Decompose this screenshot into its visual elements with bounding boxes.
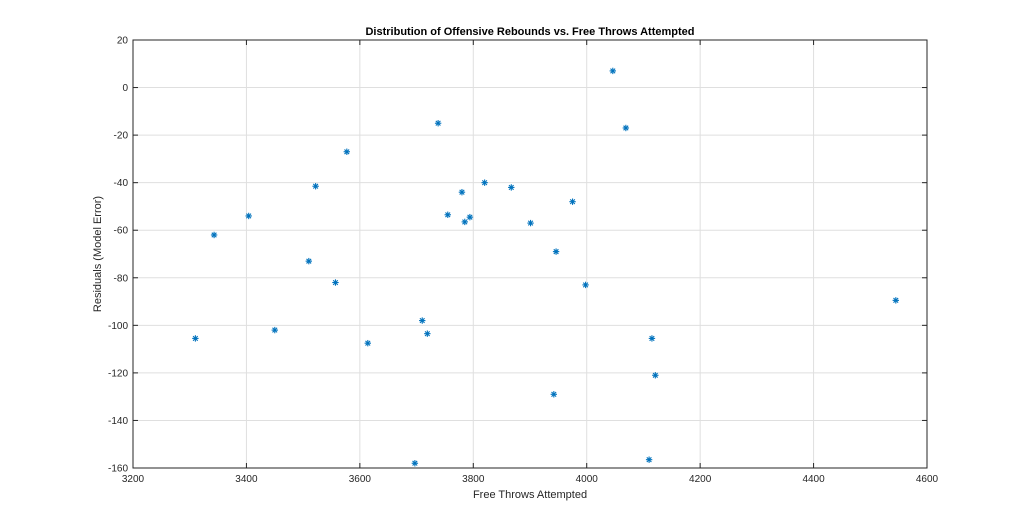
x-tick-label: 4600 [916,474,939,485]
data-point [461,218,468,226]
y-tick-label: -40 [114,178,129,189]
data-point [305,257,313,265]
x-axis-ticks: 3200 3400 3600 3800 4000 4200 4400 4600 [122,40,939,485]
chart-title: Distribution of Offensive Rebounds vs. F… [365,26,694,38]
data-point [892,297,900,304]
x-tick-label: 4000 [576,474,599,485]
data-point [419,317,426,324]
y-tick-label: -80 [114,273,129,284]
x-axis-label: Free Throws Attempted [473,489,587,501]
data-point [444,211,451,218]
data-point [508,184,515,191]
data-point [622,124,630,132]
x-tick-label: 3400 [235,474,258,485]
y-axis-ticks: 20 0 -20 -40 -60 -80 -100 -120 -140 -160 [108,36,927,475]
y-tick-label: 0 [122,83,128,94]
data-point [609,67,617,75]
data-point [569,198,576,205]
x-tick-label: 4400 [802,474,825,485]
data-point [245,212,252,220]
plot-frame [132,39,928,469]
x-tick-label: 4200 [689,474,712,485]
x-tick-label: 3200 [122,474,145,485]
data-point [411,460,419,467]
data-point [424,330,431,337]
data-point [192,335,199,342]
x-tick-label: 3600 [349,474,372,485]
data-point [332,279,339,286]
data-point [582,281,589,289]
points-layer [192,67,900,467]
y-tick-label: -100 [108,321,128,332]
data-point [364,339,371,347]
axes-layer [132,39,928,469]
data-point [481,179,488,186]
data-point [648,335,656,342]
y-tick-label: -120 [108,368,128,379]
y-tick-label: 20 [117,36,129,47]
data-point [466,213,474,221]
data-point [550,391,558,398]
data-point [434,120,442,127]
data-point [552,248,560,255]
data-point [645,456,653,463]
data-point [652,372,659,379]
y-tick-label: -160 [108,464,128,475]
x-tick-label: 3800 [462,474,485,485]
grid-layer [132,39,928,469]
data-point [527,219,534,227]
y-tick-label: -140 [108,416,128,427]
y-tick-label: -60 [114,226,129,237]
data-point [343,148,351,155]
data-point [210,231,218,239]
y-tick-label: -20 [114,131,129,142]
data-point [271,326,278,334]
y-axis-label: Residuals (Model Error) [92,196,104,312]
data-point [458,188,466,196]
data-point [312,183,319,190]
